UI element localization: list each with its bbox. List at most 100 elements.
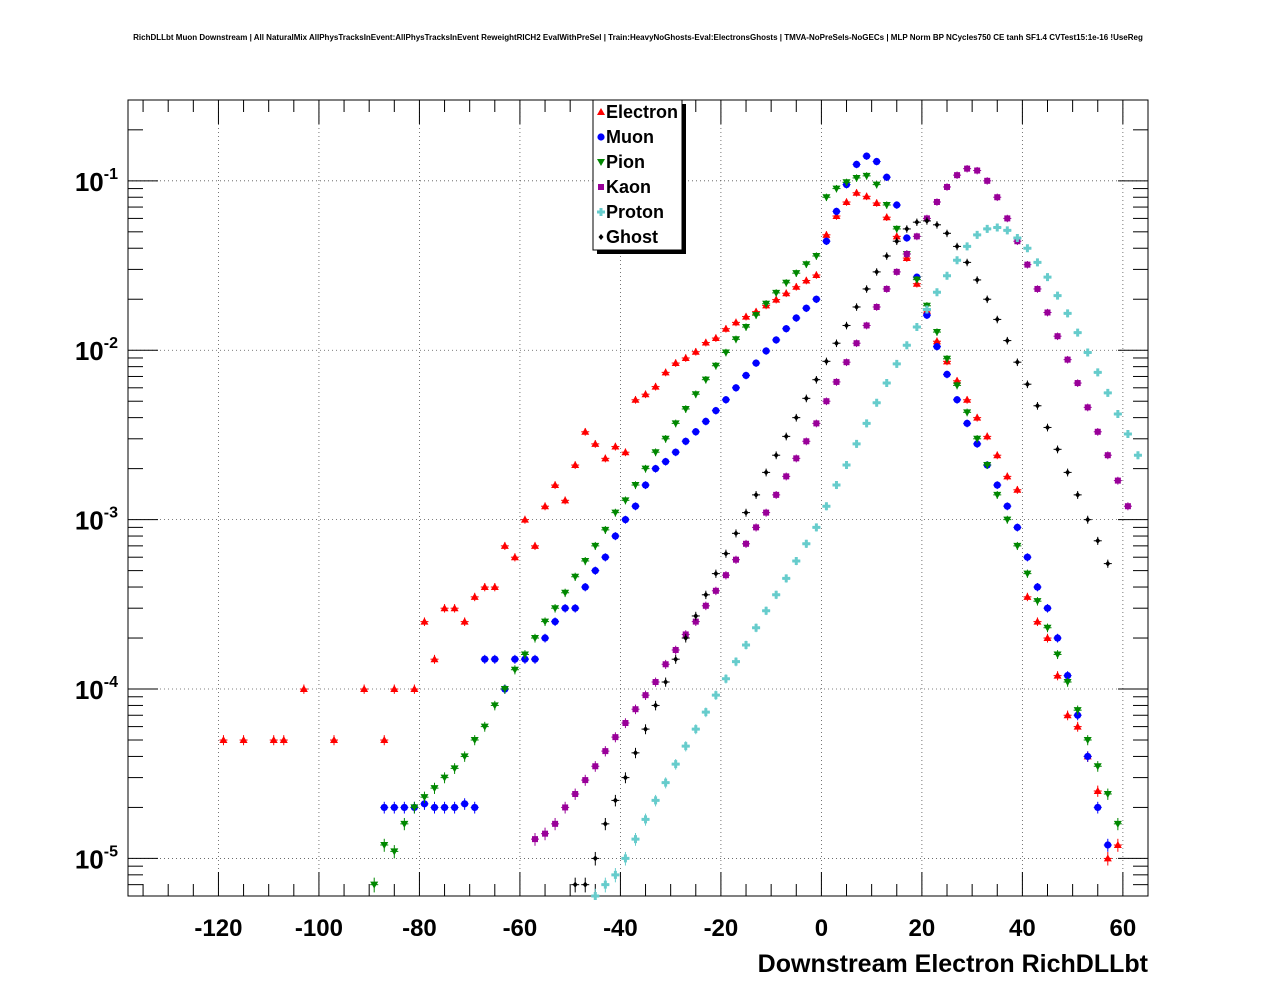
data-point: [1043, 273, 1052, 282]
data-point: [480, 582, 489, 592]
data-point: [651, 677, 660, 687]
point-marker: [902, 341, 911, 350]
data-point: [782, 574, 791, 583]
point-marker: [410, 804, 419, 812]
data-point: [792, 314, 801, 322]
data-point: [842, 461, 851, 470]
data-point: [822, 357, 831, 366]
point-marker: [1004, 215, 1011, 222]
data-point: [822, 230, 831, 239]
point-marker: [822, 194, 831, 202]
data-point: [983, 432, 992, 441]
point-marker: [602, 748, 609, 755]
point-marker: [651, 796, 660, 805]
data-point: [661, 435, 670, 443]
data-point: [490, 582, 499, 592]
point-marker: [932, 288, 941, 297]
data-point: [842, 178, 851, 187]
point-marker: [763, 469, 769, 476]
data-point: [541, 617, 550, 627]
point-marker: [1003, 502, 1011, 510]
point-marker: [530, 541, 539, 549]
point-marker: [450, 604, 459, 612]
axes: -120 -100 -80 -60 -40 -20 0 20 40 60 10-5 10-4 10-3 1…: [75, 100, 1149, 942]
point-marker: [400, 820, 409, 828]
data-point: [420, 617, 429, 627]
data-point: [691, 390, 700, 399]
point-marker: [862, 172, 871, 180]
point-marker: [963, 395, 972, 403]
data-point: [973, 413, 982, 422]
point-marker: [572, 791, 579, 798]
data-point: [1083, 735, 1092, 746]
point-marker: [983, 432, 992, 440]
point-marker: [702, 417, 710, 426]
point-marker: [993, 451, 1002, 459]
data-point: [541, 502, 550, 511]
data-point: [1033, 258, 1042, 267]
point-marker: [671, 359, 680, 367]
y-tick-label: 10-3: [75, 505, 118, 536]
point-marker: [330, 736, 339, 744]
point-marker: [903, 234, 911, 242]
data-point: [631, 481, 640, 490]
point-marker: [701, 338, 710, 346]
data-point: [1053, 671, 1062, 681]
data-point: [902, 225, 911, 233]
data-point: [490, 700, 499, 711]
data-point: [591, 851, 600, 866]
data-point: [1103, 451, 1112, 460]
data-point: [922, 217, 931, 225]
data-point: [239, 735, 248, 746]
data-point: [681, 741, 690, 752]
point-marker: [742, 324, 751, 332]
data-point: [601, 553, 610, 562]
data-point: [792, 269, 801, 278]
point-marker: [894, 238, 900, 245]
point-marker: [1003, 226, 1012, 235]
point-marker: [500, 541, 509, 549]
point-marker: [631, 835, 640, 844]
data-point: [1093, 368, 1102, 377]
data-point: [772, 590, 781, 600]
point-marker: [1055, 446, 1061, 453]
data-point: [691, 347, 700, 356]
point-marker: [882, 201, 891, 209]
point-marker: [440, 774, 449, 782]
data-point: [731, 384, 740, 392]
data-point: [611, 868, 620, 883]
data-point: [792, 556, 801, 566]
point-marker: [813, 376, 819, 383]
data-point: [852, 160, 861, 169]
point-marker: [732, 384, 740, 392]
data-point: [611, 508, 620, 517]
data-point: [1063, 468, 1072, 477]
data-point: [943, 229, 952, 238]
data-point: [1003, 502, 1012, 511]
point-marker: [912, 323, 921, 332]
data-point: [641, 464, 650, 473]
point-marker: [561, 589, 570, 597]
point-marker: [1105, 560, 1111, 567]
point-marker: [1033, 617, 1042, 625]
point-marker: [582, 777, 589, 784]
point-marker: [743, 509, 749, 516]
data-point: [651, 464, 660, 473]
point-marker: [963, 419, 971, 427]
point-marker: [934, 221, 940, 228]
point-marker: [772, 295, 781, 303]
point-marker: [1024, 261, 1031, 268]
point-marker: [892, 232, 901, 240]
point-marker: [1013, 542, 1022, 550]
data-point: [641, 813, 650, 826]
data-point: [571, 572, 580, 582]
point-marker: [1053, 291, 1062, 300]
x-tick-label: -40: [603, 915, 638, 942]
data-points: [219, 152, 1142, 900]
data-point: [872, 268, 881, 276]
point-marker: [641, 390, 650, 398]
data-point: [721, 348, 730, 357]
data-point: [742, 323, 751, 332]
point-marker: [1064, 356, 1071, 363]
point-marker: [641, 815, 650, 824]
